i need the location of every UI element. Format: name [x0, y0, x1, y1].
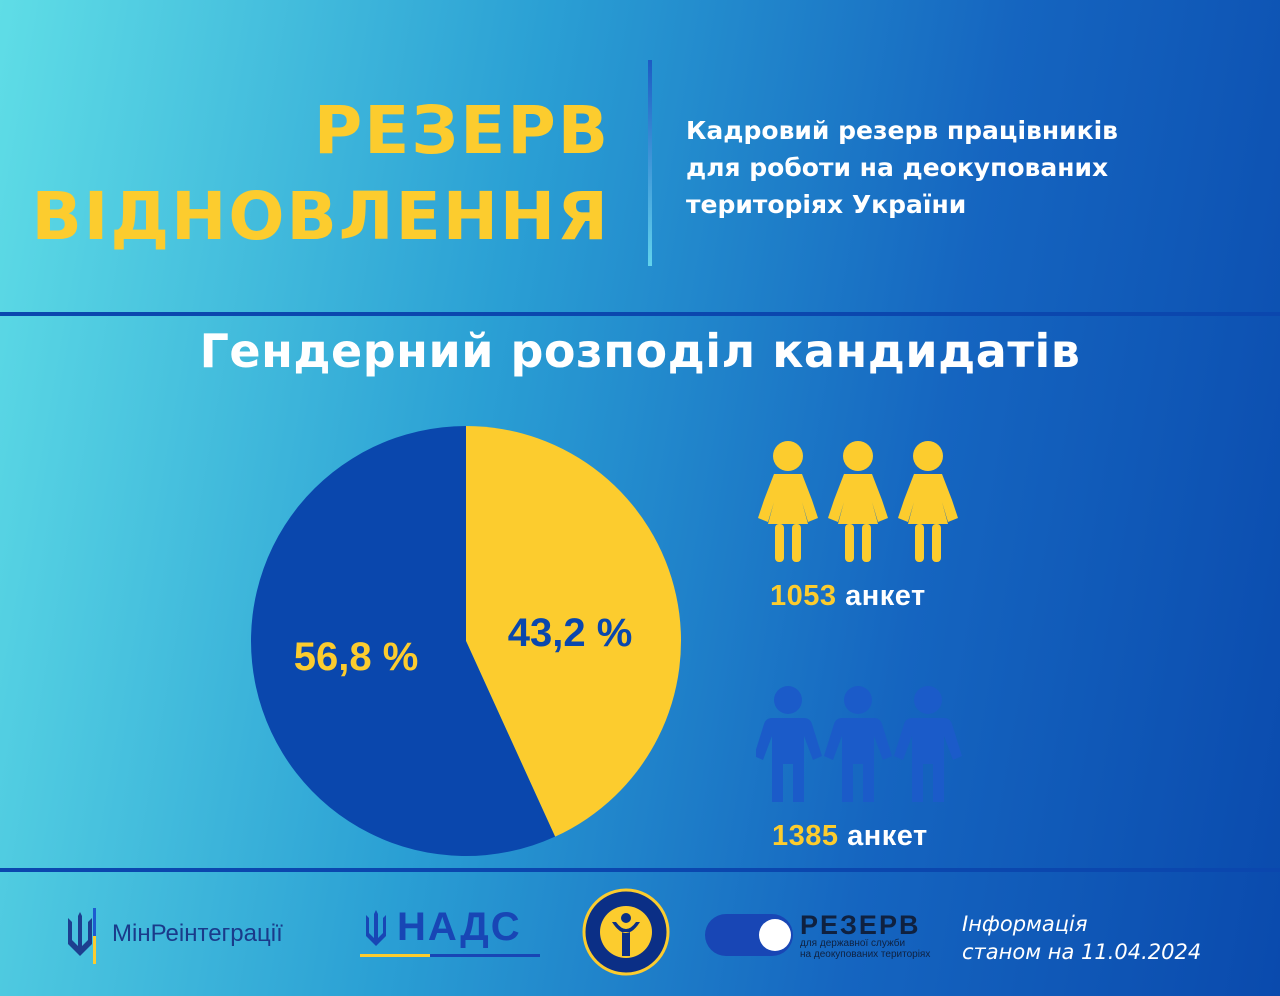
- info-line1: Інформація: [962, 912, 1088, 936]
- info-note: Інформація станом на 11.04.2024: [962, 910, 1201, 966]
- logo-minreintegration: МінРеінтеграції: [112, 920, 283, 947]
- male-count-suffix: анкет: [847, 820, 928, 852]
- logo-rezerv: РЕЗЕРВ: [800, 910, 921, 940]
- header-title-line2: ВІДНОВЛЕННЯ: [31, 178, 610, 255]
- man-icon: [756, 686, 822, 802]
- logo-rezerv-sub1: для державної служби: [800, 938, 906, 949]
- logo-rezerv-sub2: на деокупованих територіях: [800, 949, 931, 960]
- bottom-divider: [0, 868, 1280, 872]
- header-subtitle: Кадровий резерв працівників для роботи н…: [686, 112, 1266, 223]
- rezerv-toggle-logo: [705, 914, 793, 956]
- trident-icon: [366, 910, 386, 946]
- header-title: РЕЗЕРВ ВІДНОВЛЕННЯ: [32, 88, 611, 260]
- header-subtitle-line2: для роботи на деокупованих: [686, 153, 1109, 182]
- trident-icon: [68, 908, 96, 964]
- women-icons: [758, 441, 958, 562]
- header-title-line1: РЕЗЕРВ: [313, 92, 610, 169]
- men-icons: [756, 686, 962, 802]
- male-count-value: 1385: [772, 820, 839, 852]
- woman-icon: [758, 441, 818, 562]
- woman-icon: [898, 441, 958, 562]
- header-subtitle-line1: Кадровий резерв працівників: [686, 116, 1118, 145]
- man-icon: [824, 686, 892, 802]
- pie-slices: [251, 426, 682, 856]
- info-line2: станом на 11.04.2024: [962, 940, 1202, 964]
- female-count-value: 1053: [770, 580, 837, 612]
- pie-slice-male: [251, 426, 556, 856]
- top-divider: [0, 312, 1280, 316]
- man-icon: [894, 686, 962, 802]
- header-subtitle-line3: територіях України: [686, 190, 967, 219]
- woman-icon: [828, 441, 888, 562]
- female-count: 1053 анкет: [770, 580, 926, 613]
- chart-title: Гендерний розподіл кандидатів: [199, 324, 1081, 378]
- nads-logo: [360, 910, 540, 957]
- logo-rezerv-subtitle: для державної служби на деокупованих тер…: [800, 938, 930, 960]
- logo-nads: НАДС: [397, 905, 522, 949]
- male-count: 1385 анкет: [772, 820, 928, 853]
- header-divider: [648, 60, 652, 266]
- pie-label-female: 43,2 %: [508, 611, 633, 655]
- employment-service-logo: [582, 888, 670, 976]
- pie-label-male: 56,8 %: [294, 635, 419, 679]
- female-count-suffix: анкет: [845, 580, 926, 612]
- pie-slice-female: [466, 426, 682, 837]
